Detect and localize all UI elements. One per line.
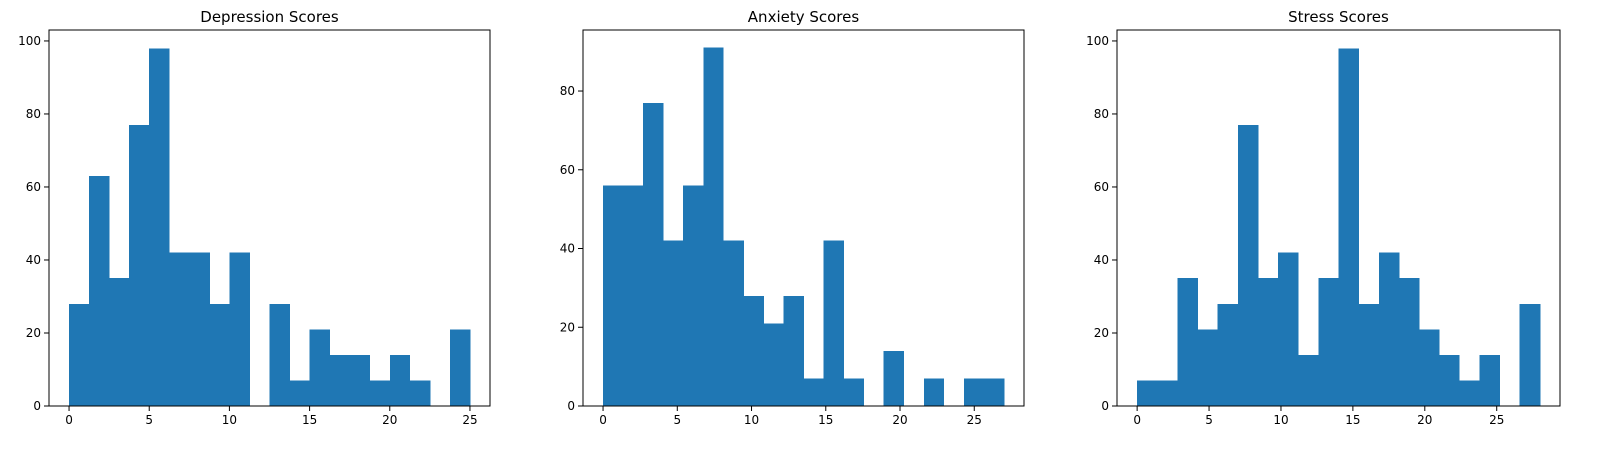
histogram-bar [289,380,310,406]
histogram-bar [129,124,150,406]
x-tick-label: 15 [1345,413,1360,427]
x-tick-label: 5 [673,413,681,427]
stress-histogram-panel: Stress Scores 0 5 10 15 20 25 0 20 40 60 80 100 [1086,8,1561,427]
histogram-bar [89,176,110,406]
depression-axes-frame [48,29,491,407]
histogram-bar [723,240,744,406]
y-tick-label: 100 [1086,34,1109,48]
y-tick-label: 60 [26,180,41,194]
anxiety-chart-title: Anxiety Scores [748,8,860,26]
x-tick-label: 5 [145,413,153,427]
histogram-bar [1177,278,1198,406]
y-tick-label: 40 [560,242,575,256]
histogram-bar [1479,354,1500,406]
x-tick-label: 5 [1205,413,1213,427]
histogram-bar [189,252,210,406]
x-tick-label: 25 [1489,413,1504,427]
histogram-bar [1338,48,1360,406]
histogram-bar [1278,252,1299,406]
stress-axes-frame [1116,29,1561,407]
y-tick-label: 100 [18,34,41,48]
histogram-bar [329,354,351,406]
x-tick-label: 10 [222,413,237,427]
histogram-bar [803,378,824,406]
histogram-bar [843,378,865,406]
histogram-bar [643,102,664,406]
histogram-bar [823,240,844,406]
histogram-bar [1358,303,1380,406]
y-tick-label: 20 [560,320,575,334]
histogram-bar [923,378,945,406]
y-tick-label: 40 [26,253,41,267]
histogram-bar [349,354,371,406]
y-tick-label: 0 [567,399,575,413]
histogram-bar [783,295,804,406]
depression-histogram-panel: Depression Scores 0 5 10 15 20 25 0 20 40 60 80 100 [18,8,491,427]
histogram-bar [623,185,644,406]
x-tick-label: 15 [302,413,317,427]
histogram-bar [449,329,471,406]
histogram-bar [369,380,391,406]
histogram-bar [763,323,784,406]
x-tick-label: 25 [462,413,477,427]
histogram-bar [269,303,290,406]
histogram-bar [1217,303,1239,406]
x-tick-label: 0 [65,413,73,427]
y-tick-label: 80 [1094,107,1109,121]
histogram-bar [1197,329,1219,406]
y-tick-label: 60 [1094,180,1109,194]
histogram-bar [409,380,431,406]
x-tick-label: 25 [967,413,982,427]
histogram-bar [109,278,130,406]
histogram-bar [1378,252,1400,406]
histogram-bar [209,303,230,406]
y-tick-label: 0 [33,399,41,413]
histogram-bar [169,252,190,406]
stress-chart-title: Stress Scores [1288,8,1389,26]
histogram-bar [1459,380,1480,406]
histogram-bar [1318,278,1339,406]
y-tick-label: 0 [1101,399,1109,413]
histogram-bar [309,329,331,406]
histogram-bar [1298,354,1319,406]
x-tick-label: 20 [892,413,907,427]
histogram-bar [883,350,905,406]
histogram-bar [1519,303,1541,406]
histogram-bar [1419,329,1440,406]
depression-chart-title: Depression Scores [200,8,339,26]
y-tick-label: 20 [1094,326,1109,340]
histogram-bar [69,303,90,406]
anxiety-axes-frame [582,29,1025,407]
y-tick-label: 80 [560,84,575,98]
histogram-bar [1237,124,1259,406]
histogram-bar [149,48,170,406]
x-tick-label: 20 [382,413,397,427]
histogram-bar [1137,380,1158,406]
histogram-bar [1439,354,1460,406]
histogram-bar [703,47,724,406]
x-tick-label: 10 [744,413,759,427]
histogram-bar [983,378,1005,406]
histogram-bar [683,185,704,406]
y-tick-label: 20 [26,326,41,340]
histogram-bar [1157,380,1178,406]
x-tick-label: 0 [599,413,607,427]
x-tick-label: 20 [1417,413,1432,427]
histogram-bar [603,185,624,406]
histogram-bar [663,240,684,406]
histogram-bar [963,378,985,406]
histogram-bar [743,295,764,406]
x-tick-label: 15 [818,413,833,427]
x-tick-label: 10 [1273,413,1288,427]
anxiety-histogram-panel: Anxiety Scores 0 5 10 15 20 25 0 20 40 60 80 [560,8,1025,427]
y-tick-label: 60 [560,163,575,177]
histogram-bar [229,252,250,406]
histogram-bar [1257,278,1279,406]
histogram-bar [1398,278,1420,406]
x-tick-label: 0 [1133,413,1141,427]
y-tick-label: 80 [26,107,41,121]
y-tick-label: 40 [1094,253,1109,267]
histogram-bar [389,354,411,406]
